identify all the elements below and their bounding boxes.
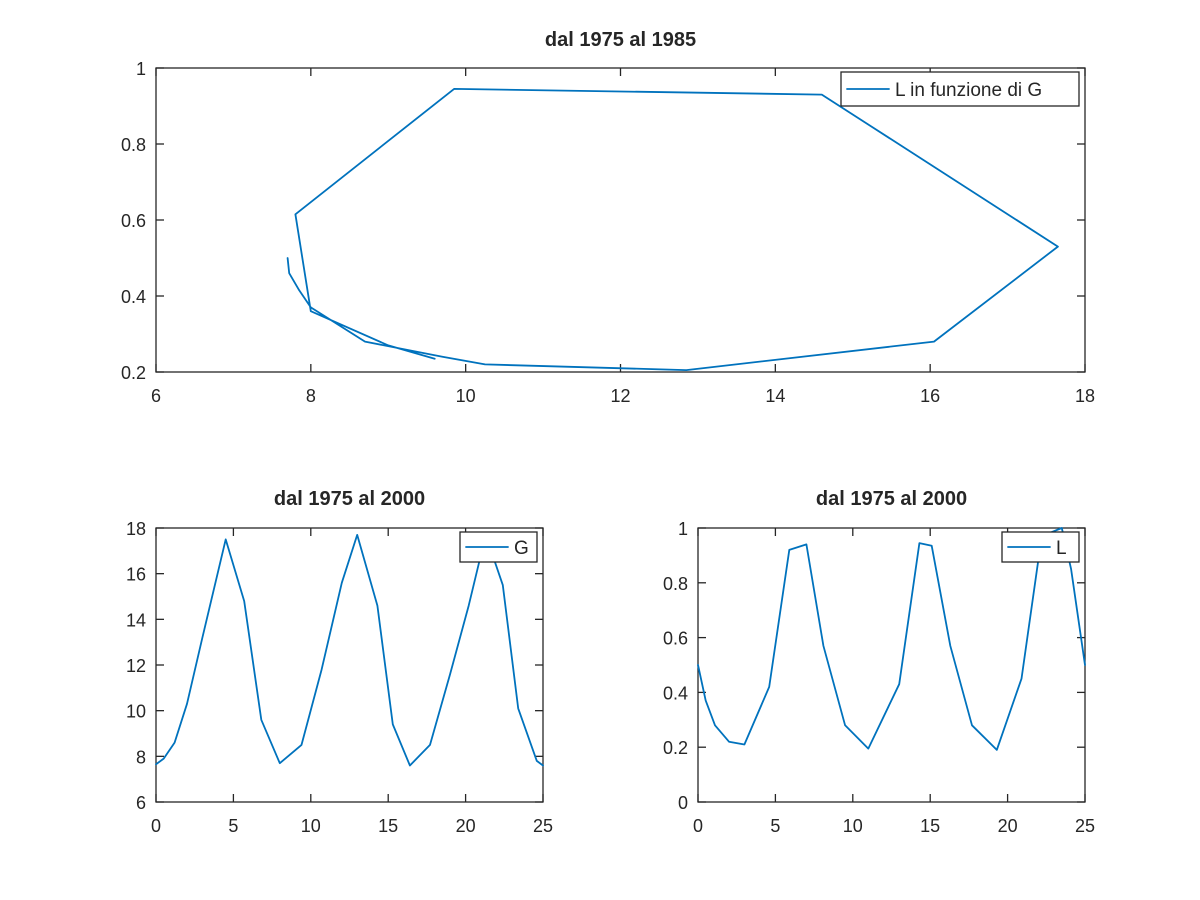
x-tick-label: 8 — [306, 386, 316, 406]
axes-box — [155, 67, 1086, 373]
x-tick-label: 25 — [533, 816, 553, 836]
y-tick-label: 0.4 — [663, 683, 688, 703]
chart-title: dal 1975 al 1985 — [545, 29, 696, 51]
y-tick-label: 0.6 — [663, 629, 688, 649]
series-line-l-in-funzione-di-g — [286, 88, 1059, 372]
y-tick-label: 8 — [136, 747, 146, 767]
x-tick-label: 10 — [843, 816, 863, 836]
y-tick-label: 0 — [678, 793, 688, 813]
y-tick-label: 1 — [678, 519, 688, 539]
y-tick-label: 18 — [126, 519, 146, 539]
x-tick-label: 20 — [456, 816, 476, 836]
y-tick-label: 12 — [126, 656, 146, 676]
y-tick-label: 14 — [126, 610, 146, 630]
y-tick-label: 0.8 — [663, 574, 688, 594]
x-tick-label: 0 — [151, 816, 161, 836]
subplot-top-phase-plot: dal 1975 al 1985 6 8 10 12 14 16 18 0.2 0.4 0.6 0.8… — [121, 29, 1095, 406]
y-tick-label: 10 — [126, 702, 146, 722]
x-tick-label: 5 — [228, 816, 238, 836]
x-tick-label: 15 — [920, 816, 940, 836]
legend-label: L in funzione di G — [895, 80, 1042, 101]
x-tick-label: 12 — [610, 386, 630, 406]
axes-box — [697, 527, 1086, 803]
y-tick-label: 6 — [136, 793, 146, 813]
x-tick-label: 25 — [1075, 816, 1095, 836]
subplot-bottom-left-g-series: dal 1975 al 2000 0 5 10 15 20 25 6 8 10 12 14 16 18 G — [126, 488, 553, 836]
legend-label: L — [1056, 538, 1067, 559]
x-tick-label: 10 — [301, 816, 321, 836]
x-tick-label: 14 — [765, 386, 785, 406]
x-tick-label: 6 — [151, 386, 161, 406]
x-tick-label: 5 — [770, 816, 780, 836]
x-tick-label: 10 — [456, 386, 476, 406]
x-tick-label: 16 — [920, 386, 940, 406]
chart-title: dal 1975 al 2000 — [816, 488, 967, 510]
chart-title: dal 1975 al 2000 — [274, 488, 425, 510]
series-line-l — [697, 527, 1086, 751]
y-tick-label: 0.4 — [121, 287, 146, 307]
x-tick-label: 0 — [693, 816, 703, 836]
y-tick-label: 16 — [126, 565, 146, 585]
y-tick-label: 0.2 — [121, 363, 146, 383]
x-tick-label: 18 — [1075, 386, 1095, 406]
x-tick-label: 15 — [378, 816, 398, 836]
subplot-bottom-right-l-series: dal 1975 al 2000 0 5 10 15 20 25 0 0.2 0.4 0.6 0.8 1… — [663, 488, 1095, 836]
legend-label: G — [514, 538, 529, 559]
x-tick-label: 20 — [998, 816, 1018, 836]
y-tick-label: 0.8 — [121, 135, 146, 155]
y-tick-label: 0.6 — [121, 211, 146, 231]
y-tick-label: 1 — [136, 59, 146, 79]
y-tick-label: 0.2 — [663, 738, 688, 758]
axes-box — [155, 527, 544, 803]
